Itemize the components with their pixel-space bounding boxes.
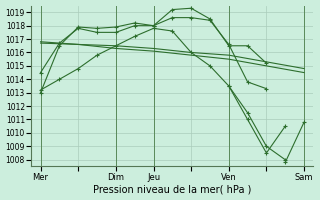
X-axis label: Pression niveau de la mer( hPa ): Pression niveau de la mer( hPa ) xyxy=(93,184,252,194)
